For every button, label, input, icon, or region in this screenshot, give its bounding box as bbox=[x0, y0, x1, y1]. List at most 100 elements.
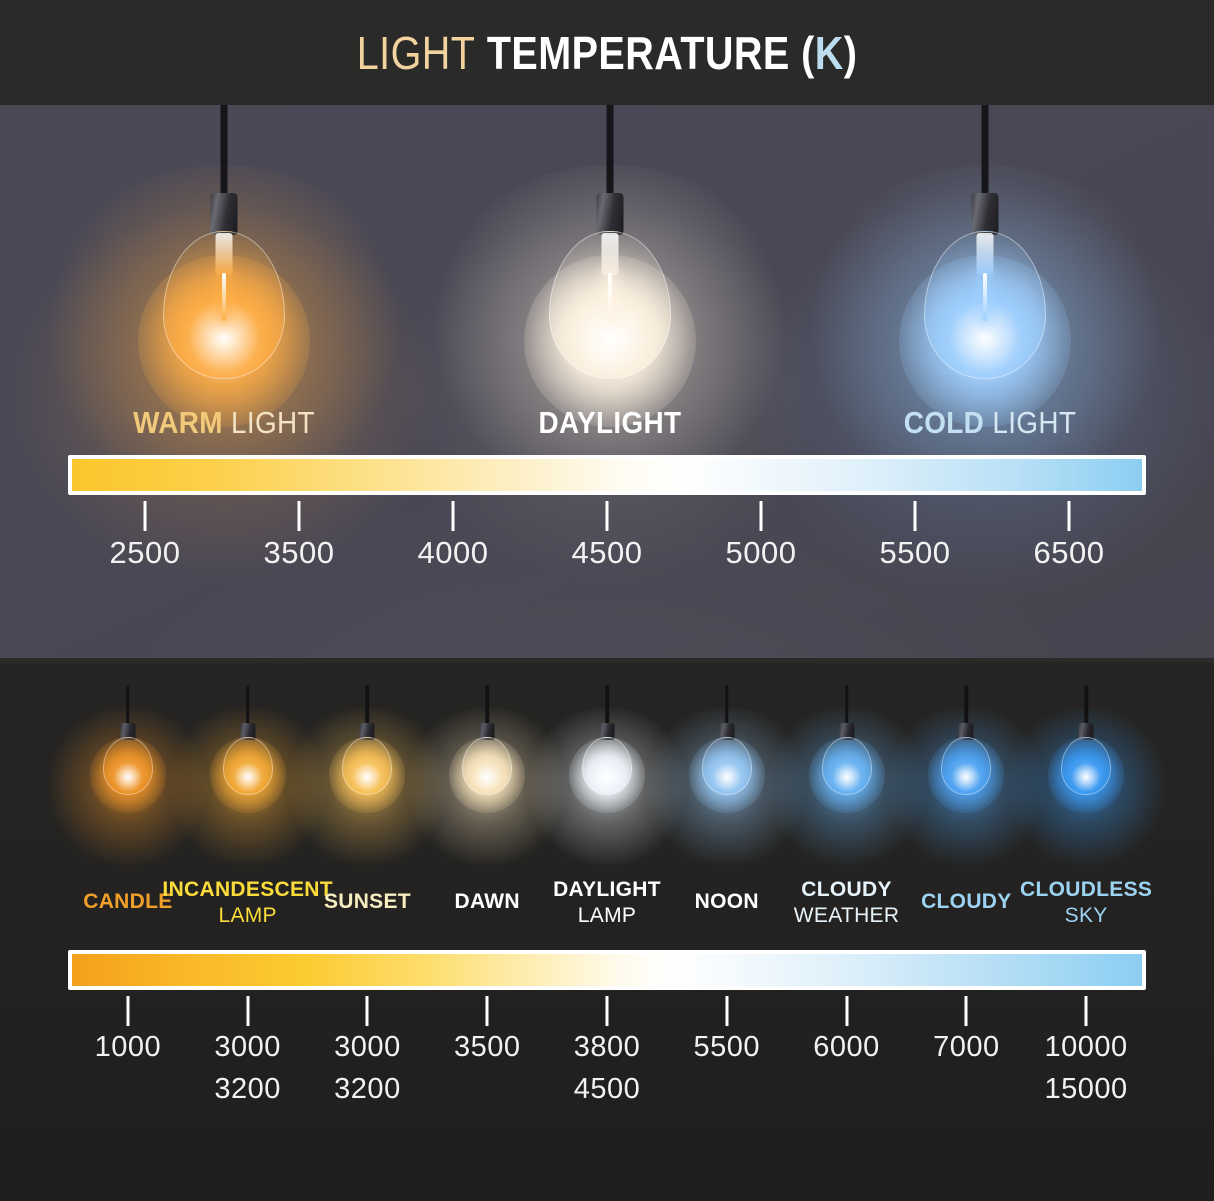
tick-label: 5500 bbox=[880, 531, 951, 575]
category-label: DAYLIGHT LAMP bbox=[553, 878, 661, 928]
tick-label-value: 3000 bbox=[334, 1031, 401, 1063]
overview-tick-marks bbox=[68, 495, 1146, 531]
tick-label: 2500 bbox=[110, 531, 181, 575]
category-labels: CANDLE INCANDESCENT LAMP SUNSET DAWN DAYLIGHT… bbox=[0, 878, 1214, 948]
cloudless-sky-bulb bbox=[996, 685, 1177, 865]
tick-label: 6000 bbox=[813, 1026, 880, 1068]
category-label-line2: LAMP bbox=[577, 904, 637, 927]
header-bar: LIGHT TEMPERATURE (K) bbox=[0, 0, 1214, 105]
category-label-line2: WEATHER bbox=[793, 904, 900, 927]
category-label: DAWN bbox=[455, 890, 520, 914]
tick-label: 7000 bbox=[933, 1026, 1000, 1068]
daylight-bulb bbox=[420, 105, 800, 495]
bulb-socket bbox=[210, 193, 238, 235]
category-label: SUNSET bbox=[324, 890, 411, 914]
page-title: LIGHT TEMPERATURE (K) bbox=[357, 26, 858, 80]
bulb-cord bbox=[964, 685, 969, 725]
tick-label: 3000 3200 bbox=[334, 1026, 401, 1110]
detailed-tick-labels: 1000 3000 3200 3000 3200 3500 3800 4500 5500 6000… bbox=[68, 1026, 1146, 1112]
category-label-line2: SKY bbox=[1064, 904, 1108, 927]
bulb-socket bbox=[971, 193, 999, 235]
bulb-cord bbox=[725, 685, 729, 725]
title-word-light: LIGHT bbox=[356, 26, 476, 79]
daylight-lamp-bulb bbox=[517, 685, 697, 865]
category-label: INCANDESCENT LAMP bbox=[162, 878, 332, 928]
detailed-tick-marks bbox=[68, 990, 1146, 1026]
bulb-socket bbox=[479, 723, 495, 740]
tick-label-value-secondary: 3200 bbox=[334, 1073, 401, 1105]
title-unit-kelvin: K bbox=[814, 26, 844, 79]
bulb-socket bbox=[599, 723, 615, 740]
bulb-socket bbox=[719, 723, 735, 740]
tick-label-value: 7000 bbox=[933, 1031, 1000, 1063]
bulb-filament bbox=[983, 273, 987, 321]
bulb-glass bbox=[821, 737, 872, 795]
bulb-cord bbox=[365, 685, 370, 725]
cold-light-bulb bbox=[795, 105, 1175, 495]
tick-label-value: 3500 bbox=[453, 1031, 521, 1063]
tick-label-value: 5500 bbox=[879, 535, 951, 570]
noon-bulb bbox=[636, 685, 817, 865]
overview-headings: WARM LIGHT DAYLIGHT COLD LIGHT bbox=[0, 405, 1214, 465]
bulb-cord bbox=[245, 685, 250, 725]
tick-label: 4000 bbox=[418, 531, 489, 575]
category-label-line1: CANDLE bbox=[83, 890, 173, 913]
detailed-panel: CANDLE INCANDESCENT LAMP SUNSET DAWN DAYLIGHT… bbox=[0, 663, 1214, 1201]
cloudy-weather-bulb bbox=[756, 685, 937, 865]
bulb-filament bbox=[222, 273, 226, 321]
tick-label-value: 3000 bbox=[214, 1031, 281, 1063]
tick-label-value: 5000 bbox=[725, 535, 797, 570]
tick-label: 6500 bbox=[1034, 531, 1105, 575]
bulb-glass bbox=[941, 737, 992, 795]
bulb-cord bbox=[606, 105, 614, 195]
tick-label-value: 6000 bbox=[813, 1031, 880, 1063]
tick-mark bbox=[246, 996, 250, 1026]
tick-label-value: 6500 bbox=[1033, 535, 1105, 570]
tick-label: 3500 bbox=[454, 1026, 521, 1068]
category-label-line1: INCANDESCENT bbox=[162, 878, 333, 901]
bulb-socket bbox=[359, 723, 375, 740]
tick-label-value: 2500 bbox=[109, 535, 181, 570]
bulb-glass bbox=[1061, 737, 1112, 795]
tick-label-value: 3800 bbox=[573, 1031, 641, 1063]
tick-label: 3800 4500 bbox=[574, 1026, 641, 1110]
tick-label-value: 5500 bbox=[693, 1031, 761, 1063]
tick-mark bbox=[759, 501, 763, 531]
title-paren-close: ) bbox=[843, 26, 858, 79]
heading-warm-light-word: LIGHT bbox=[230, 405, 315, 440]
category-label: CLOUDY bbox=[921, 890, 1011, 914]
cloudy-bulb bbox=[876, 685, 1057, 865]
bulb-socket bbox=[240, 723, 256, 740]
tick-label: 5000 bbox=[726, 531, 797, 575]
overview-gradient-bar bbox=[68, 455, 1146, 495]
bulb-neck bbox=[976, 233, 994, 275]
tick-mark bbox=[964, 996, 968, 1026]
heading-cold-light: COLD LIGHT bbox=[842, 405, 1139, 441]
tick-label-value-secondary: 15000 bbox=[1044, 1073, 1128, 1105]
tick-mark bbox=[725, 996, 729, 1026]
category-label-line2: LAMP bbox=[218, 904, 277, 927]
tick-label-value: 10000 bbox=[1044, 1031, 1128, 1063]
tick-label: 4500 bbox=[572, 531, 643, 575]
tick-mark bbox=[143, 501, 147, 531]
bulb-cord bbox=[844, 685, 849, 725]
heading-daylight: DAYLIGHT bbox=[462, 405, 759, 441]
category-label-line1: SUNSET bbox=[323, 890, 411, 913]
tick-mark bbox=[485, 996, 489, 1026]
heading-warm-light: WARM LIGHT bbox=[76, 405, 373, 441]
tick-mark bbox=[845, 996, 849, 1026]
bulb-glass bbox=[102, 737, 153, 795]
bulb-cord bbox=[485, 685, 489, 725]
category-label: CLOUDLESS SKY bbox=[1020, 878, 1152, 928]
bulb-cord bbox=[981, 105, 989, 195]
bulb-socket bbox=[839, 723, 855, 740]
detailed-scale: 1000 3000 3200 3000 3200 3500 3800 4500 5500 6000… bbox=[68, 950, 1146, 1112]
tick-label: 3500 bbox=[264, 531, 335, 575]
sunset-bulb bbox=[277, 685, 458, 865]
category-label-line1: CLOUDY bbox=[921, 890, 1012, 913]
tick-mark bbox=[126, 996, 130, 1026]
dawn-bulb bbox=[397, 685, 578, 865]
title-word-temperature: TEMPERATURE bbox=[486, 26, 790, 79]
tick-label: 1000 bbox=[95, 1026, 162, 1068]
